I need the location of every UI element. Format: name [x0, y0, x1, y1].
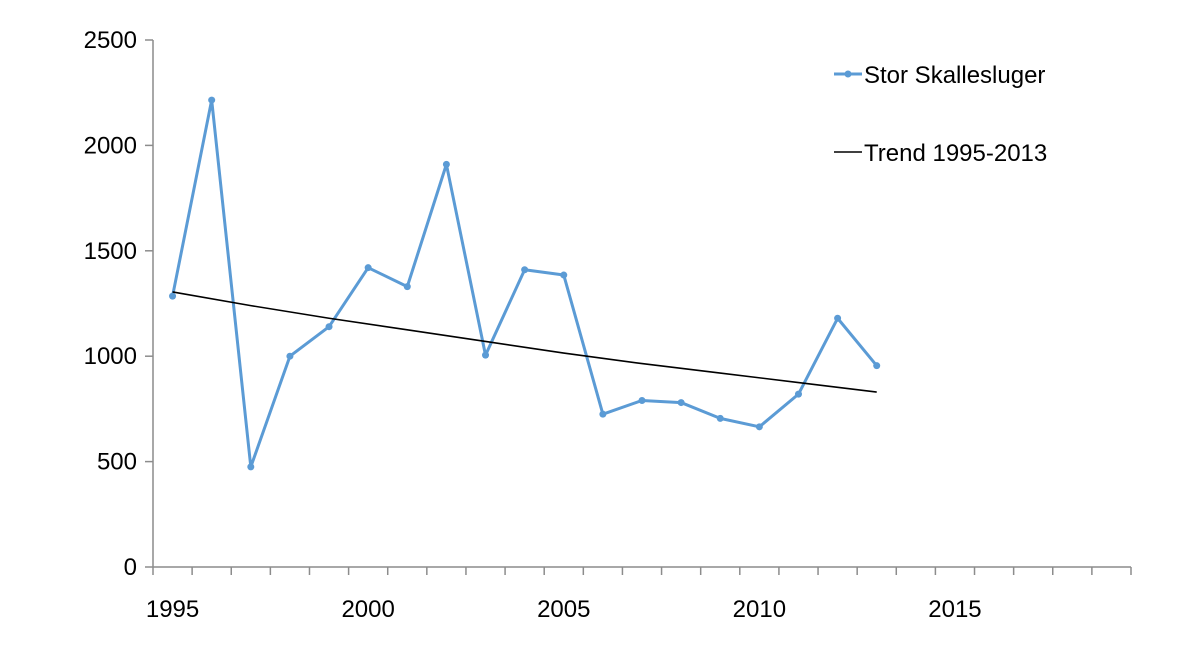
- series-line-stor-skallesluger: [171, 98, 878, 469]
- x-tick-label: 2010: [733, 596, 786, 623]
- plot-area: [169, 96, 881, 471]
- legend: Stor Skallesluger Trend 1995-2013: [834, 62, 1047, 167]
- data-point-stor-skallesluger: [169, 292, 177, 300]
- data-point-stor-skallesluger: [364, 264, 372, 272]
- data-point-stor-skallesluger: [286, 352, 294, 360]
- x-tick-label: 2015: [928, 596, 981, 623]
- legend-item-stor-skallesluger: Stor Skallesluger: [834, 62, 1045, 89]
- y-ticks: 0 500 1000 1500 2000 2500: [84, 27, 153, 581]
- axes: 0 500 1000 1500 2000 2500 1995 2000 2005 2010 201…: [84, 27, 1132, 623]
- data-point-stor-skallesluger: [403, 283, 411, 291]
- x-tick-label: 2005: [537, 596, 590, 623]
- data-point-stor-skallesluger: [247, 463, 255, 471]
- data-point-stor-skallesluger: [208, 96, 216, 104]
- x-tick-label: 1995: [146, 596, 199, 623]
- y-tick-label: 2000: [84, 132, 137, 159]
- y-tick-label: 1500: [84, 238, 137, 265]
- y-tick-label: 500: [97, 449, 137, 476]
- data-point-stor-skallesluger: [716, 414, 724, 422]
- data-point-stor-skallesluger: [560, 271, 568, 279]
- data-point-stor-skallesluger: [638, 396, 646, 404]
- data-point-stor-skallesluger: [834, 314, 842, 322]
- y-tick-label: 2500: [84, 27, 137, 54]
- data-point-stor-skallesluger: [442, 160, 450, 168]
- data-point-stor-skallesluger: [873, 362, 881, 370]
- x-ticks: 1995 2000 2005 2010 2015: [146, 567, 1132, 623]
- data-point-stor-skallesluger: [325, 323, 333, 331]
- legend-label-trend: Trend 1995-2013: [864, 140, 1047, 167]
- y-tick-label: 0: [124, 554, 137, 581]
- legend-label-stor-skallesluger: Stor Skallesluger: [864, 62, 1045, 89]
- x-tick-label: 2000: [341, 596, 394, 623]
- y-tick-label: 1000: [84, 343, 137, 370]
- data-point-stor-skallesluger: [482, 351, 490, 359]
- data-point-stor-skallesluger: [521, 266, 529, 274]
- data-point-stor-skallesluger: [677, 399, 685, 407]
- legend-marker-stor-skallesluger: [844, 70, 852, 78]
- series-line-trend: [172, 291, 877, 393]
- data-point-stor-skallesluger: [755, 423, 763, 431]
- data-point-stor-skallesluger: [599, 410, 607, 418]
- data-point-stor-skallesluger: [794, 390, 802, 398]
- legend-item-trend: Trend 1995-2013: [834, 140, 1047, 167]
